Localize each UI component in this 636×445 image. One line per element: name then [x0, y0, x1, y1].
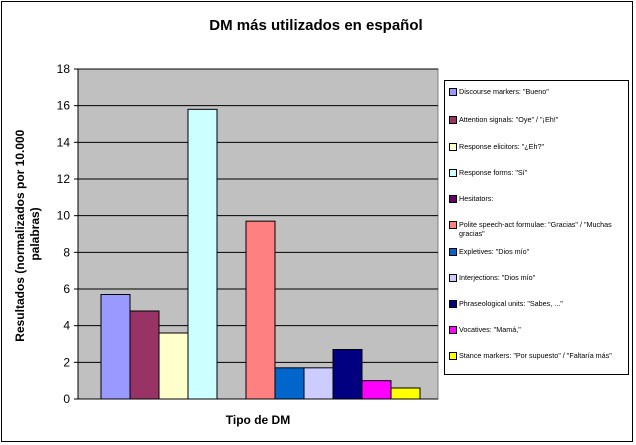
legend-label: Interjections: "Dios mío" — [459, 273, 536, 282]
legend-label: Attention signals: "Oye" / "¡Eh!" — [459, 115, 559, 124]
bar-1 — [100, 294, 131, 400]
legend-swatch — [449, 169, 457, 177]
legend-item: Interjections: "Dios mío" — [449, 273, 625, 282]
y-tick-label: 18 — [57, 62, 71, 76]
legend-swatch — [449, 88, 457, 96]
y-tick-label: 10 — [57, 209, 71, 223]
legend-label: Response elicitors: "¿Eh?" — [459, 142, 545, 151]
bar-8 — [303, 367, 334, 400]
legend-swatch — [449, 143, 457, 151]
chart-title: DM más utilizados en español — [209, 17, 422, 34]
y-tick-label: 12 — [57, 172, 71, 186]
y-tick-label: 4 — [63, 319, 70, 333]
y-axis-label: Resultados (normalizados por 10.000 pala… — [13, 126, 42, 341]
bar-2 — [129, 310, 160, 400]
legend-item: Attention signals: "Oye" / "¡Eh!" — [449, 115, 625, 124]
legend-label: Phraseological units: "Sabes, ..." — [459, 299, 563, 308]
bar-11 — [390, 387, 421, 400]
legend-item: Response forms: "Sí" — [449, 168, 625, 177]
bar-7 — [274, 367, 305, 400]
y-axis-ticks: 0 2 4 6 8 10 12 14 16 18 — [57, 62, 78, 406]
legend-item: Polite speech-act formulae: "Gracias" / … — [449, 220, 625, 238]
legend-label: Polite speech-act formulae: "Gracias" / … — [459, 220, 612, 238]
y-tick-label: 14 — [57, 135, 71, 149]
legend-swatch — [449, 326, 457, 334]
y-tick-label: 0 — [63, 392, 70, 406]
legend-item: Hesitators: — [449, 194, 625, 203]
y-tick-label: 6 — [63, 282, 70, 296]
legend-label: Stance markers: "Por supuesto" / "Faltar… — [459, 351, 612, 360]
y-tick-label: 2 — [63, 355, 70, 369]
legend-item: Stance markers: "Por supuesto" / "Faltar… — [449, 351, 625, 360]
bar-4 — [187, 108, 218, 400]
legend-swatch — [449, 195, 457, 203]
legend-swatch — [449, 274, 457, 282]
legend-swatch — [449, 352, 457, 360]
legend-label: Hesitators: — [459, 194, 494, 203]
legend-swatch — [449, 221, 457, 229]
x-axis-label: Tipo de DM — [226, 413, 290, 427]
legend-label: Discourse markers: "Bueno" — [459, 87, 549, 96]
y-tick-label: 8 — [63, 245, 70, 259]
bar-6 — [245, 220, 276, 400]
legend-item: Phraseological units: "Sabes, ..." — [449, 299, 625, 308]
legend-swatch — [449, 248, 457, 256]
legend-item: Vocatives: "Mamá," — [449, 325, 625, 334]
legend-item: Expletives: "Dios mío" — [449, 247, 625, 256]
legend-label: Response forms: "Sí" — [459, 168, 528, 177]
legend-item: Response elicitors: "¿Eh?" — [449, 142, 625, 151]
legend-swatch — [449, 116, 457, 124]
bar-9 — [332, 349, 363, 400]
legend-swatch — [449, 300, 457, 308]
bar-3 — [158, 332, 189, 400]
y-tick-label: 16 — [57, 99, 71, 113]
legend: Discourse markers: "Bueno" Attention sign… — [444, 80, 629, 375]
bars — [100, 108, 421, 400]
legend-label: Expletives: "Dios mío" — [459, 247, 530, 256]
bar-10 — [361, 380, 392, 400]
legend-label: Vocatives: "Mamá," — [459, 325, 521, 334]
legend-item: Discourse markers: "Bueno" — [449, 87, 625, 96]
